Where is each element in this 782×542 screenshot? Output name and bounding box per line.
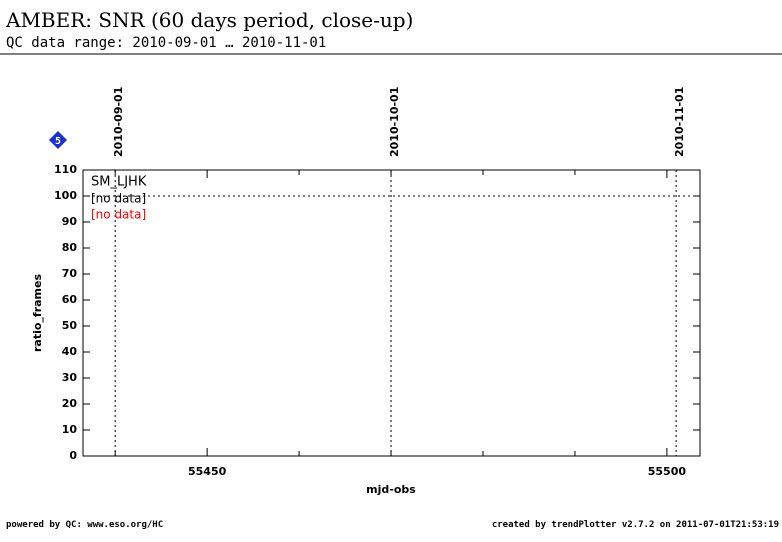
- x-tick-label: 55500: [648, 465, 687, 478]
- x-axis-label: mjd-obs: [366, 483, 416, 496]
- badge: 5: [55, 136, 61, 147]
- y-tick-label: 100: [54, 189, 77, 202]
- y-tick-label: 30: [62, 371, 78, 384]
- title: AMBER: SNR (60 days period, close-up): [5, 8, 413, 32]
- x-tick-label: 55450: [188, 465, 227, 478]
- footer-right: created by trendPlotter v2.7.2 on 2011-0…: [492, 520, 779, 530]
- date-label: 2010-11-01: [673, 87, 686, 157]
- y-tick-label: 110: [54, 163, 77, 176]
- y-tick-label: 40: [62, 345, 78, 358]
- y-tick-label: 50: [62, 319, 78, 332]
- footer-left: powered by QC: www.eso.org/HC: [6, 520, 163, 530]
- y-axis-label: ratio_frames: [31, 274, 44, 352]
- legend-entry: [no data]: [91, 208, 146, 222]
- badge-icon: [49, 131, 67, 149]
- legend-title: SM_LJHK: [91, 175, 147, 190]
- subtitle: QC data range: 2010-09-01 … 2010-11-01: [6, 35, 326, 51]
- date-label: 2010-10-01: [388, 87, 401, 157]
- y-tick-label: 20: [62, 397, 78, 410]
- date-label: 2010-09-01: [112, 87, 125, 157]
- y-tick-label: 0: [69, 449, 77, 462]
- y-tick-label: 90: [62, 215, 78, 228]
- y-tick-label: 70: [62, 267, 78, 280]
- y-tick-label: 60: [62, 293, 78, 306]
- y-tick-label: 10: [62, 423, 78, 436]
- plot-frame: [82, 169, 701, 457]
- legend-entry: [no data]: [91, 192, 146, 206]
- y-tick-label: 80: [62, 241, 78, 254]
